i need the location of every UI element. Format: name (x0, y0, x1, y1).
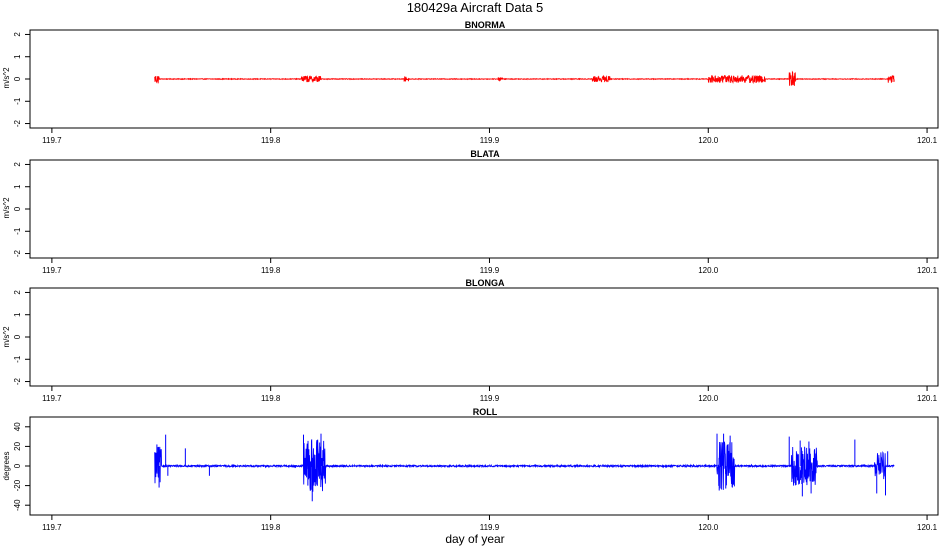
x-tick-label: 119.9 (480, 266, 500, 275)
panel-roll: ROLL degrees 119.7 119.8 119.9 120.0 120.1 -… (2, 407, 939, 532)
x-tick-label: 120.1 (917, 266, 938, 275)
y-tick-label: -1 (13, 227, 22, 235)
y-axis-label: m/s^2 (2, 197, 11, 219)
panel-bnorma: BNORMA m/s^2 119.7 119.8 119.9 120.0 120.1 -… (2, 20, 939, 145)
y-tick-label: 0 (13, 76, 22, 81)
x-axis: 119.7 119.8 119.9 120.0 120.1 (42, 515, 938, 532)
y-tick-label: 0 (13, 206, 22, 211)
figure-title: 180429a Aircraft Data 5 (407, 0, 544, 15)
x-tick-label: 120.0 (698, 523, 719, 532)
y-tick-label: -1 (13, 97, 22, 105)
x-tick-label: 119.7 (42, 523, 62, 532)
plot-box (29, 159, 939, 259)
y-tick-label: -20 (13, 479, 22, 491)
panel-title: ROLL (473, 407, 498, 417)
panel-blata: BLATA m/s^2 119.7 119.8 119.9 120.0 120.1 -2… (2, 149, 939, 275)
y-axis: -2 -1 0 1 2 (13, 290, 30, 385)
x-tick-label: 119.8 (261, 266, 281, 275)
series-line (154, 70, 895, 86)
x-tick-label: 119.7 (42, 266, 62, 275)
x-tick-label: 119.8 (261, 394, 281, 403)
y-tick-label: 20 (13, 441, 22, 450)
x-tick-label: 120.0 (698, 394, 719, 403)
x-tick-label: 119.7 (42, 136, 62, 145)
y-tick-label: 1 (13, 184, 22, 189)
plot-box (29, 287, 939, 387)
series-bnorma (154, 70, 895, 86)
x-tick-label: 119.9 (480, 523, 500, 532)
y-axis: -2 -1 0 1 2 (13, 32, 30, 127)
x-tick-label: 120.1 (917, 523, 938, 532)
x-tick-label: 120.0 (698, 136, 719, 145)
y-tick-label: 2 (13, 32, 22, 37)
x-tick-label: 119.8 (261, 523, 281, 532)
series-line (154, 439, 895, 492)
panel-title: BLATA (470, 149, 500, 159)
y-tick-label: -40 (13, 499, 22, 511)
y-tick-label: 0 (13, 463, 22, 468)
x-tick-label: 119.8 (261, 136, 281, 145)
series-roll (154, 433, 895, 502)
panel-title: BNORMA (465, 20, 506, 30)
panel-title: BLONGA (466, 278, 505, 288)
x-axis: 119.7 119.8 119.9 120.0 120.1 (42, 128, 938, 145)
y-tick-label: 2 (13, 162, 22, 167)
y-tick-label: -2 (13, 119, 22, 127)
x-axis-label: day of year (445, 532, 504, 546)
y-axis-label: m/s^2 (2, 326, 11, 348)
y-tick-label: -1 (13, 355, 22, 363)
y-tick-label: 1 (13, 54, 22, 59)
y-tick-label: 40 (13, 422, 22, 431)
panel-blonga: BLONGA m/s^2 119.7 119.8 119.9 120.0 120.1 -… (2, 278, 939, 403)
x-tick-label: 119.9 (480, 394, 500, 403)
y-axis-label: degrees (2, 452, 11, 481)
y-tick-label: 1 (13, 312, 22, 317)
x-tick-label: 120.1 (917, 136, 938, 145)
x-tick-label: 120.1 (917, 394, 938, 403)
y-tick-label: 2 (13, 290, 22, 295)
x-axis: 119.7 119.8 119.9 120.0 120.1 (42, 258, 938, 275)
y-axis-label: m/s^2 (2, 67, 11, 89)
x-tick-label: 119.9 (480, 136, 500, 145)
x-tick-label: 119.7 (42, 394, 62, 403)
y-axis: -40 -20 0 20 40 (13, 422, 30, 511)
y-axis: -2 -1 0 1 2 (13, 162, 30, 257)
x-axis: 119.7 119.8 119.9 120.0 120.1 (42, 386, 938, 403)
x-tick-label: 120.0 (698, 266, 719, 275)
y-tick-label: 0 (13, 334, 22, 339)
y-tick-label: -2 (13, 377, 22, 385)
y-tick-label: -2 (13, 249, 22, 257)
